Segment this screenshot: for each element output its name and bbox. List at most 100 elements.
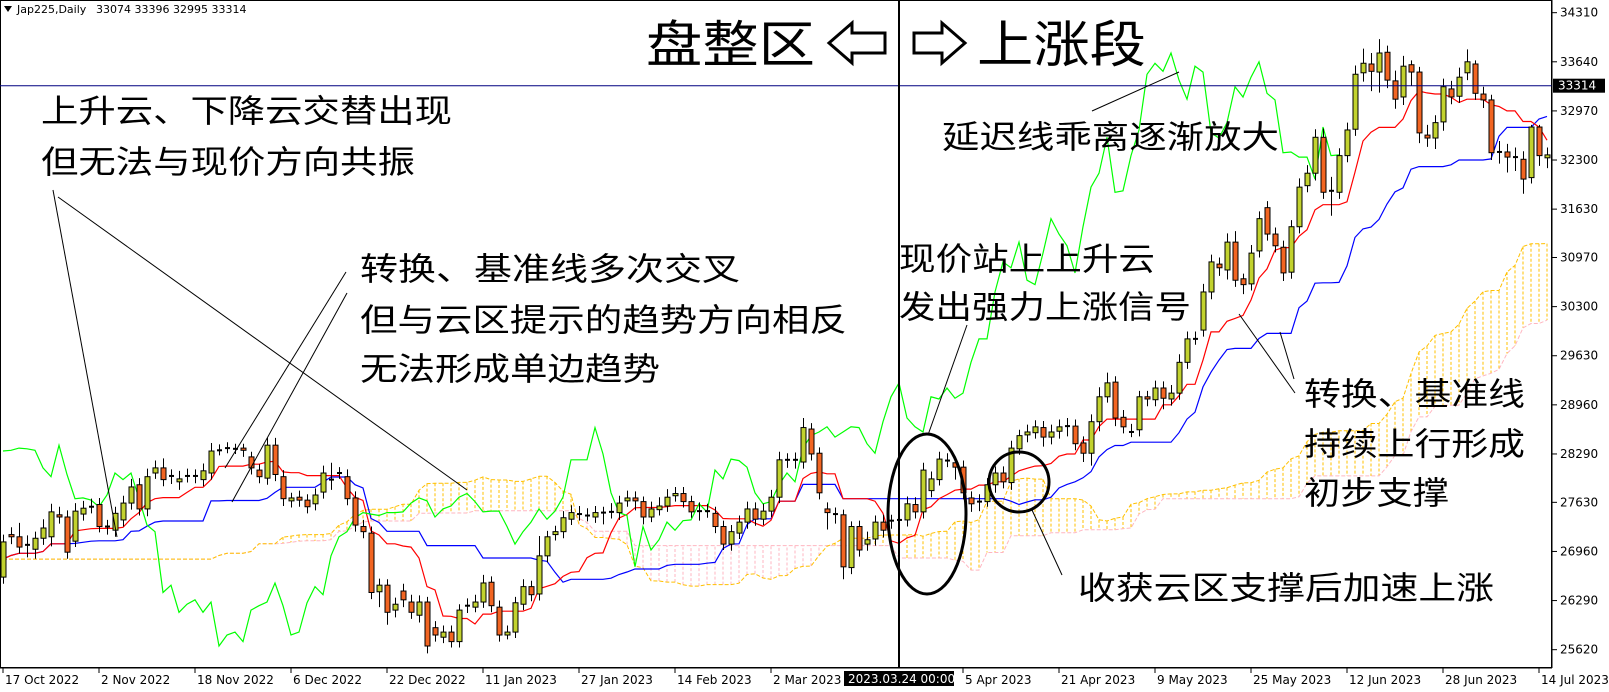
pointer-line bbox=[1279, 331, 1295, 380]
candle bbox=[1096, 387, 1103, 432]
candle-body-bull bbox=[128, 486, 135, 504]
date-tick-label: 6 Dec 2022 bbox=[293, 673, 362, 687]
candle-body-bull bbox=[864, 539, 871, 545]
candle bbox=[1504, 143, 1511, 173]
candle bbox=[40, 519, 47, 545]
annotation-pointers bbox=[52, 71, 1296, 576]
candle-body-bull bbox=[1208, 261, 1215, 293]
candle bbox=[1248, 245, 1255, 291]
title-uptrend-segment: 上涨段 bbox=[977, 16, 1146, 74]
candle bbox=[577, 506, 582, 521]
price-tick-label: 30970 bbox=[1560, 251, 1598, 265]
candle bbox=[400, 583, 407, 608]
candle bbox=[880, 514, 887, 538]
candle-body-bear bbox=[16, 536, 23, 548]
candle-body-bull bbox=[72, 510, 79, 542]
candle-body-bull bbox=[1360, 62, 1367, 74]
candle bbox=[105, 519, 110, 535]
candle bbox=[8, 527, 15, 545]
candle-body-bear bbox=[1504, 151, 1511, 158]
candle-body-bear bbox=[1480, 93, 1487, 101]
candle bbox=[1416, 66, 1423, 144]
candle-body-bear bbox=[272, 444, 279, 475]
candle bbox=[169, 469, 174, 485]
candle bbox=[1384, 45, 1391, 89]
date-tick-label: 21 Apr 2023 bbox=[1061, 673, 1135, 687]
candle bbox=[1208, 254, 1215, 300]
candle bbox=[337, 467, 342, 479]
title-consolidation-zone: 盘整区 bbox=[646, 16, 815, 74]
candle bbox=[1288, 220, 1295, 279]
candle-body-bear bbox=[640, 501, 647, 518]
candle bbox=[1129, 423, 1134, 438]
candle bbox=[1088, 414, 1095, 466]
candle-body-bear bbox=[352, 497, 359, 526]
candle bbox=[120, 495, 127, 527]
candle bbox=[744, 501, 751, 529]
candle bbox=[1120, 409, 1127, 434]
candle bbox=[1448, 80, 1455, 105]
candle bbox=[1513, 147, 1518, 172]
plot-area bbox=[0, 0, 1552, 668]
candle bbox=[392, 597, 399, 618]
candle-body-bull bbox=[736, 521, 743, 534]
candle-body-bear bbox=[752, 508, 759, 520]
candle bbox=[1168, 385, 1175, 406]
candle-body-bull bbox=[656, 505, 663, 511]
price-tick-label: 32970 bbox=[1560, 104, 1598, 118]
candle-body-bear bbox=[432, 627, 439, 636]
candle bbox=[1008, 440, 1015, 490]
candle-body-bear bbox=[1216, 263, 1223, 269]
candle bbox=[648, 501, 655, 523]
candle-body-bull bbox=[1464, 61, 1471, 74]
candle-body-bull bbox=[992, 472, 999, 486]
annotation-price-above-cloud-2: 发出强力上涨信号 bbox=[899, 288, 1191, 326]
candle bbox=[480, 574, 487, 608]
candles bbox=[0, 39, 1551, 654]
candle-body-bear bbox=[1160, 387, 1167, 399]
candle bbox=[672, 486, 679, 502]
candle bbox=[552, 525, 559, 541]
cloud-support-circle bbox=[987, 450, 1051, 514]
candle bbox=[440, 625, 447, 644]
candle bbox=[1400, 55, 1407, 106]
candle bbox=[64, 510, 71, 559]
candle bbox=[536, 536, 543, 601]
candle bbox=[785, 453, 790, 468]
candle bbox=[728, 525, 735, 551]
candle bbox=[329, 462, 334, 490]
triangle-down-icon[interactable] bbox=[4, 6, 12, 12]
candle bbox=[1320, 128, 1327, 199]
candle bbox=[376, 578, 383, 608]
candle-body-bull bbox=[144, 476, 151, 510]
candle-body-bull bbox=[1104, 382, 1111, 398]
candle-body-bear bbox=[632, 497, 639, 502]
price-tick-label: 29630 bbox=[1560, 349, 1598, 363]
candle bbox=[472, 594, 479, 613]
candle-body-bear bbox=[824, 508, 831, 514]
candle-body-bull bbox=[472, 601, 479, 608]
date-tick-label: 2 Mar 2023 bbox=[773, 673, 841, 687]
candle bbox=[32, 531, 39, 559]
bid-price-tag bbox=[1553, 78, 1605, 93]
candle-body-bull bbox=[1296, 186, 1303, 228]
candle-body-bull bbox=[1016, 435, 1023, 450]
candle-body-bear bbox=[1448, 88, 1455, 98]
candle bbox=[1216, 257, 1223, 276]
candle-body-bear bbox=[1232, 241, 1239, 281]
date-tick-label: 9 May 2023 bbox=[1157, 673, 1228, 687]
candle bbox=[1392, 70, 1399, 109]
date-tick-label: 2 Nov 2022 bbox=[101, 673, 170, 687]
candle bbox=[432, 621, 439, 642]
candle-body-bull bbox=[536, 555, 543, 595]
candle bbox=[80, 500, 87, 521]
date-tick-label: 18 Nov 2022 bbox=[197, 673, 274, 687]
candle bbox=[416, 595, 423, 623]
candle-body-bear bbox=[1416, 71, 1423, 134]
candle-body-bear bbox=[96, 504, 103, 528]
candle bbox=[496, 600, 503, 642]
candle-body-bull bbox=[920, 469, 927, 513]
candle-body-bull bbox=[544, 536, 551, 557]
annotation-lines-crossing-2: 但与云区提示的趋势方向相反 bbox=[360, 301, 847, 339]
